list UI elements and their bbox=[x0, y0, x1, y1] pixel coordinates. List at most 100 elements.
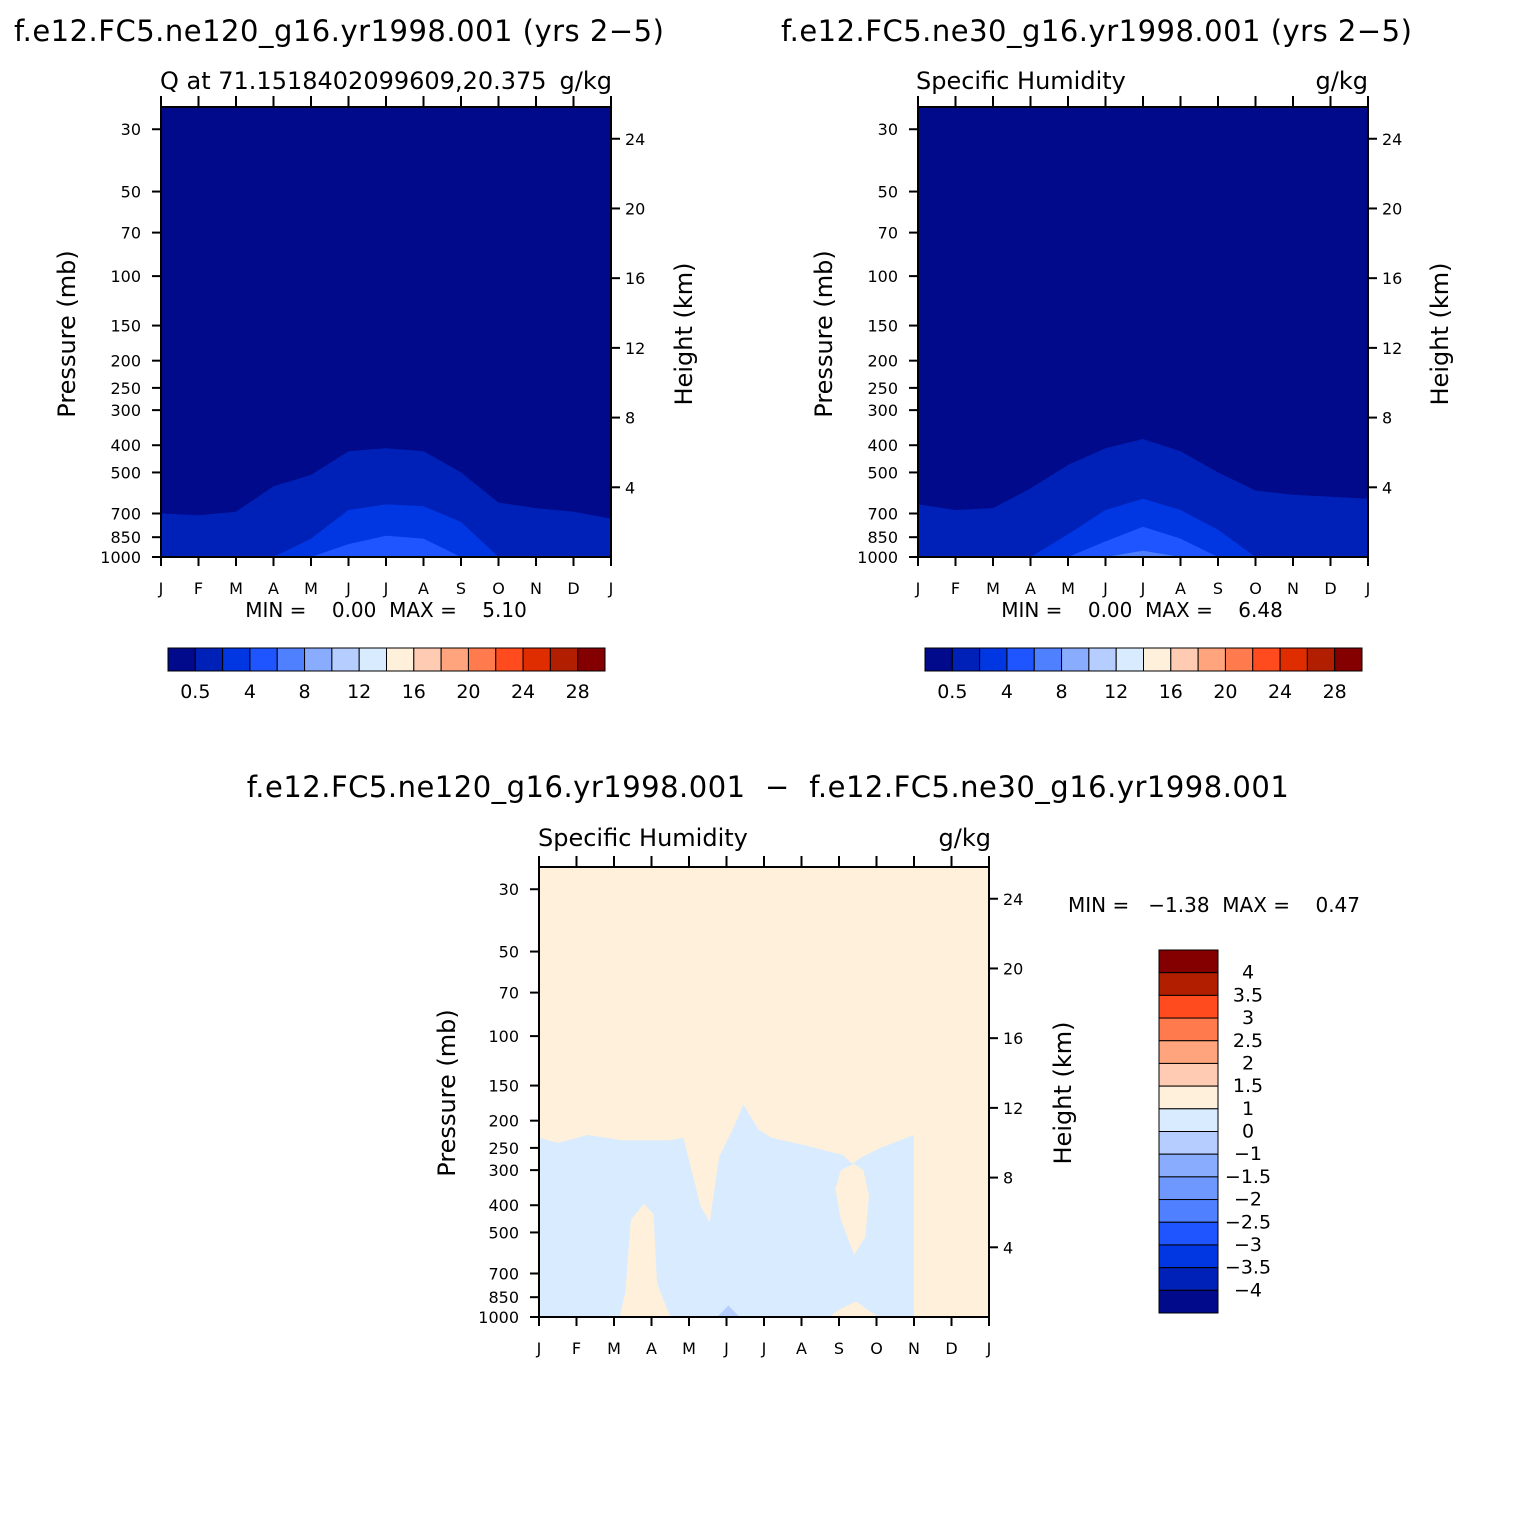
colorbar-box bbox=[1158, 1244, 1219, 1269]
x-tick-label: J bbox=[536, 1339, 542, 1358]
y-tick-label: 1000 bbox=[857, 548, 898, 567]
colorbar-label: −2 bbox=[1234, 1189, 1262, 1211]
y2-tick-label: 12 bbox=[1003, 1099, 1023, 1118]
y-tick-label: 400 bbox=[110, 436, 141, 455]
colorbar-box bbox=[1158, 972, 1219, 996]
colorbar-box bbox=[549, 647, 579, 672]
x-tick-label: A bbox=[418, 579, 429, 598]
x-tick-label: N bbox=[908, 1339, 920, 1358]
x-tick-label: S bbox=[456, 579, 466, 598]
x-tick-label: M bbox=[607, 1339, 621, 1358]
colorbar-box bbox=[1252, 647, 1281, 672]
plot-area-diff: J F M A M J J A S O N D J 30 50 70 100 150 200 250 300 400 500… bbox=[478, 856, 1023, 1358]
x-tick-label: M bbox=[229, 579, 243, 598]
colorbar-box bbox=[1158, 1289, 1219, 1314]
colorbar-label: −2.5 bbox=[1225, 1211, 1271, 1233]
x-tick-label: J bbox=[915, 579, 921, 598]
x-tick-label: O bbox=[1249, 579, 1262, 598]
y-tick-label: 100 bbox=[110, 267, 141, 286]
y-tick-label: 50 bbox=[499, 943, 519, 962]
contour-region bbox=[829, 1301, 879, 1317]
colorbar-box bbox=[1224, 647, 1254, 672]
colorbar-box bbox=[1158, 1176, 1219, 1201]
colorbar-label: −4 bbox=[1234, 1279, 1262, 1301]
colorbar-label: −3.5 bbox=[1225, 1257, 1271, 1279]
x-tick-label: M bbox=[1061, 579, 1075, 598]
x-tick-label: F bbox=[194, 579, 203, 598]
plot-area-ne30: J F M A M J J A S O N D J 30 50 70 100 150 200 250 300 400 500… bbox=[857, 96, 1402, 598]
y2-tick-label: 8 bbox=[625, 409, 635, 428]
x-tick-label: D bbox=[945, 1339, 957, 1358]
colorbar-label: 3.5 bbox=[1233, 984, 1263, 1006]
panel-ne30-header: f.e12.FC5.ne30_g16.yr1998.001 (yrs 2−5) bbox=[781, 14, 1412, 48]
colorbar-box bbox=[276, 647, 306, 672]
colorbar-label: 1.5 bbox=[1233, 1075, 1263, 1097]
panel-ne30-ylabel: Pressure (mb) bbox=[810, 250, 838, 417]
y-tick-label: 500 bbox=[867, 463, 898, 482]
colorbar-box bbox=[1158, 1017, 1219, 1042]
y-tick-label: 300 bbox=[110, 401, 141, 420]
colorbar-label: 16 bbox=[402, 681, 426, 703]
colorbar-box bbox=[1170, 647, 1199, 672]
colorbar-label: 16 bbox=[1159, 681, 1183, 703]
colorbar-box bbox=[440, 647, 469, 672]
panel-ne30-y2label: Height (km) bbox=[1426, 263, 1454, 406]
colorbar-box bbox=[413, 647, 442, 672]
colorbar-label: 24 bbox=[511, 681, 535, 703]
y2-tick-label: 4 bbox=[1382, 478, 1392, 497]
panel-diff-header: f.e12.FC5.ne120_g16.yr1998.001 − f.e12.F… bbox=[247, 770, 1290, 804]
panel-ne120-left-title: Q at 71.1518402099609,20.375 bbox=[160, 67, 547, 95]
x-tick-label: O bbox=[492, 579, 505, 598]
colorbar-diff: 43.532.521.510−1−1.5−2−2.5−3−3.5−4 bbox=[1158, 949, 1271, 1314]
colorbar-box bbox=[1158, 1062, 1219, 1087]
y-tick-label: 200 bbox=[488, 1112, 519, 1131]
colorbar-label: 0 bbox=[1242, 1121, 1254, 1143]
panel-ne30-minmax: MIN = 0.00 MAX = 6.48 bbox=[1001, 598, 1283, 622]
panel-ne120-y2label: Height (km) bbox=[670, 263, 698, 406]
x-tick-label: M bbox=[304, 579, 318, 598]
y-tick-label: 100 bbox=[488, 1027, 519, 1046]
y-tick-label: 70 bbox=[878, 224, 898, 243]
colorbar-box bbox=[1158, 1153, 1219, 1178]
colorbar-label: 24 bbox=[1268, 681, 1292, 703]
y-tick-label: 850 bbox=[867, 528, 898, 547]
contour-band-0.5 bbox=[161, 448, 611, 557]
x-tick-label: M bbox=[682, 1339, 696, 1358]
plot-area-ne120: J F M A M J J A S O N D J 30 50 70 100 150 200 250 300 400 500… bbox=[100, 96, 645, 598]
y2-tick-label: 12 bbox=[625, 339, 645, 358]
colorbar-box bbox=[951, 647, 981, 672]
x-tick-label: J bbox=[345, 579, 351, 598]
contour-band-3 bbox=[918, 550, 1368, 557]
y2-tick-label: 8 bbox=[1382, 409, 1392, 428]
y-tick-label: 250 bbox=[867, 379, 898, 398]
x-tick-label: J bbox=[1102, 579, 1108, 598]
y-tick-label: 400 bbox=[488, 1196, 519, 1215]
y-tick-label: 50 bbox=[878, 183, 898, 202]
colorbar-box bbox=[1115, 647, 1144, 672]
colorbar-ne120: 0.5 4 8 12 16 20 24 28 bbox=[167, 647, 606, 703]
colorbar-box bbox=[194, 647, 224, 672]
colorbar-box bbox=[1279, 647, 1308, 672]
panel-ne120-header: f.e12.FC5.ne120_g16.yr1998.001 (yrs 2−5) bbox=[14, 14, 664, 48]
y2-tick-label: 24 bbox=[1382, 130, 1402, 149]
colorbar-box bbox=[467, 647, 497, 672]
colorbar-box bbox=[331, 647, 360, 672]
panel-diff-minmax: MIN = −1.38 MAX = 0.47 bbox=[1068, 893, 1360, 917]
colorbar-label: 0.5 bbox=[180, 681, 210, 703]
y-tick-label: 150 bbox=[488, 1077, 519, 1096]
x-tick-label: A bbox=[646, 1339, 657, 1358]
colorbar-box bbox=[1306, 647, 1336, 672]
x-tick-label: J bbox=[383, 579, 389, 598]
y2-tick-label: 20 bbox=[1382, 199, 1402, 218]
y2-tick-label: 20 bbox=[1003, 959, 1023, 978]
y2-tick-label: 24 bbox=[625, 130, 645, 149]
x-tick-label: A bbox=[268, 579, 279, 598]
x-tick-label: J bbox=[608, 579, 614, 598]
y-tick-label: 150 bbox=[110, 317, 141, 336]
contour-region bbox=[619, 1203, 671, 1317]
contour-band-0.5 bbox=[918, 439, 1368, 557]
colorbar-label: 3 bbox=[1242, 1007, 1254, 1029]
colorbar-box bbox=[1158, 994, 1219, 1019]
y-tick-label: 500 bbox=[488, 1223, 519, 1242]
y-tick-label: 30 bbox=[878, 120, 898, 139]
